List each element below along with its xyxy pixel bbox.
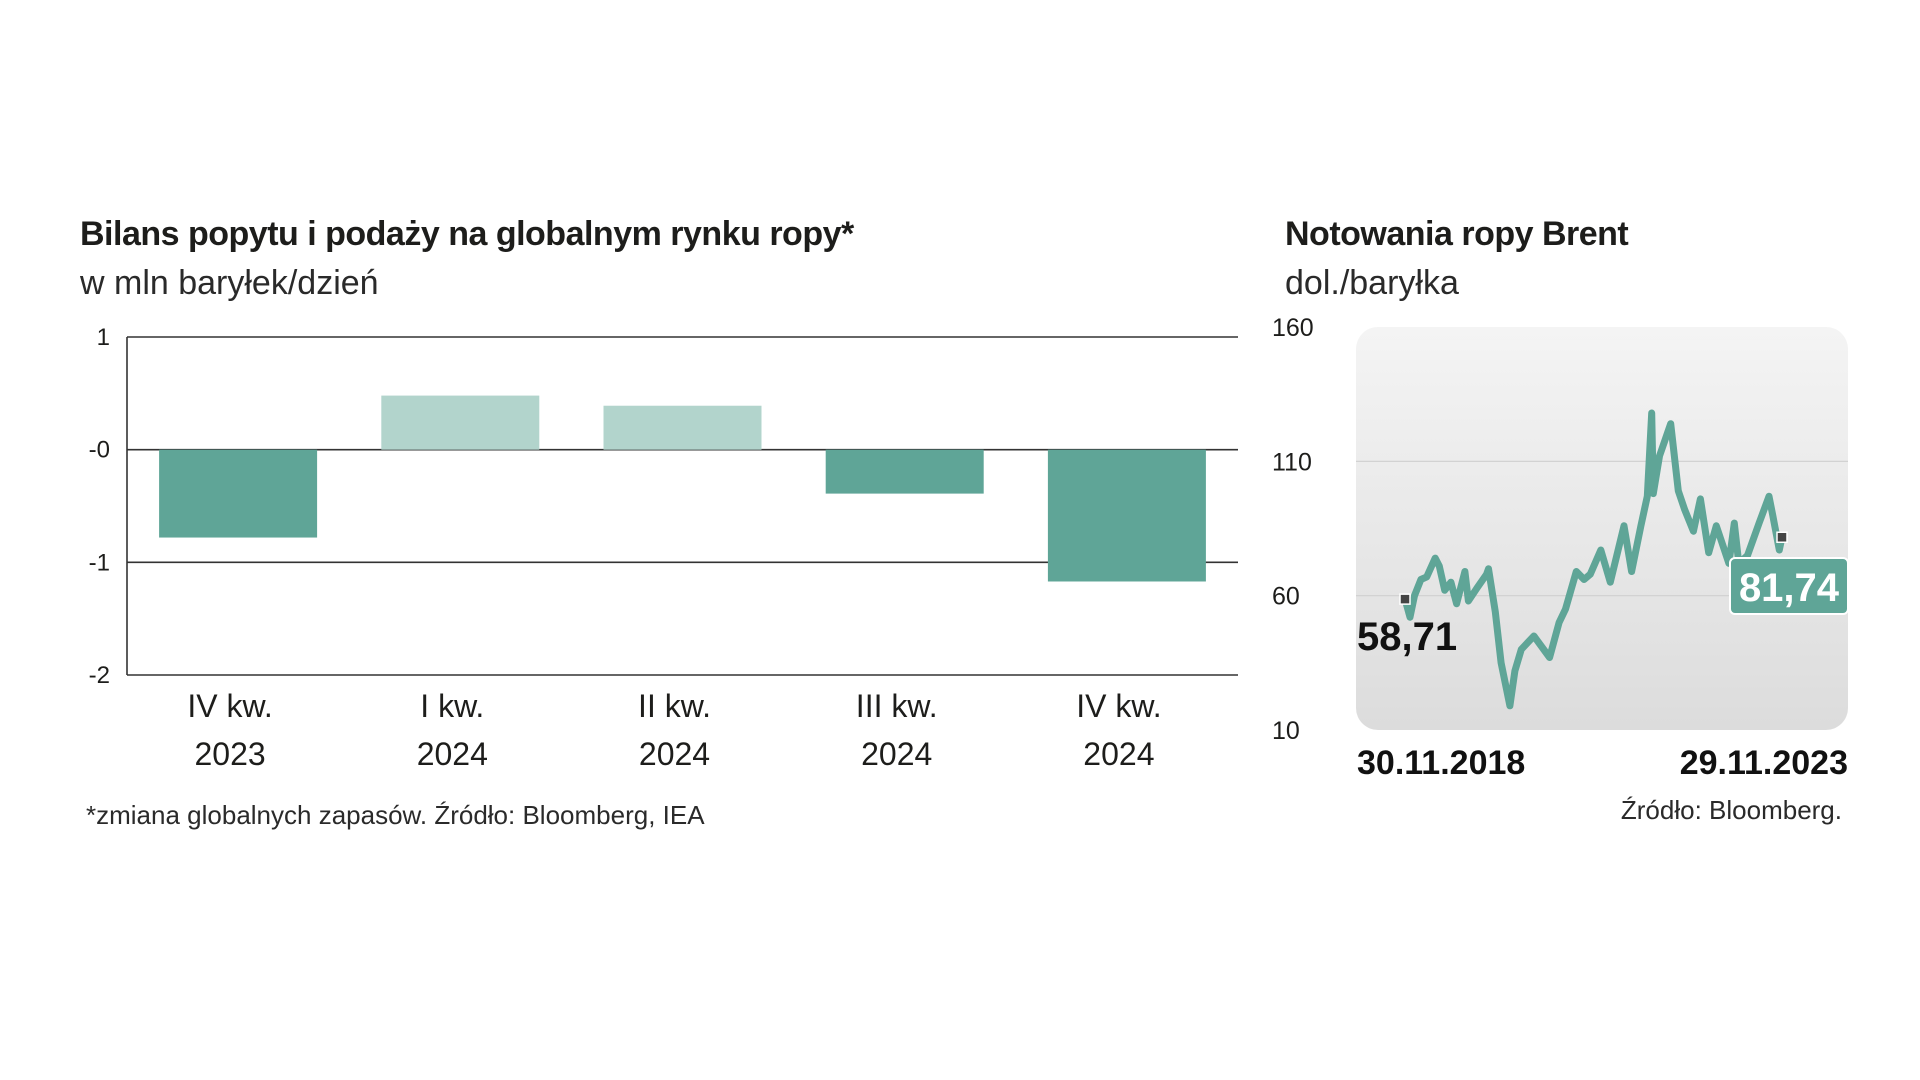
line-chart: 160 110 60 10 58,71 81,74 30.11.2018 29.11.2023 (1272, 314, 1849, 782)
x-tick-label-year: 2023 (195, 736, 266, 772)
x-tick-label-year: 2024 (861, 736, 932, 772)
y-tick-label: 110 (1272, 448, 1312, 476)
right-chart-title: Notowania ropy Brent (1285, 215, 1629, 253)
x-label-end: 29.11.2023 (1680, 744, 1848, 782)
left-chart-title: Bilans popytu i podaży na globalnym rynk… (80, 215, 854, 253)
y-tick-label: -0 (89, 437, 110, 464)
bar-chart: 1 -0 -1 -2 IV kw. 2023 I kw. 2024 II kw. 2024 III … (89, 324, 1238, 772)
y-tick-label: 160 (1272, 314, 1314, 342)
plot-background (1356, 327, 1848, 730)
x-tick-label-year: 2024 (417, 736, 488, 772)
start-value-label: 58,71 (1357, 615, 1457, 659)
right-chart-subtitle: dol./baryłka (1285, 264, 1459, 302)
bar (1047, 449, 1206, 582)
end-value-label: 81,74 (1739, 566, 1840, 610)
x-tick-label-year: 2024 (639, 736, 710, 772)
x-tick-label: II kw. (638, 688, 711, 724)
y-tick-label: 1 (97, 324, 110, 351)
series-line (1401, 409, 1786, 710)
x-tick-label-year: 2024 (1083, 736, 1154, 772)
left-chart-subtitle: w mln baryłek/dzień (80, 264, 379, 302)
right-chart-source: Źródło: Bloomberg. (1620, 795, 1842, 825)
y-tick-label: -1 (89, 549, 110, 576)
end-value-badge (1729, 557, 1849, 615)
x-tick-label: I kw. (420, 688, 484, 724)
y-tick-label: -2 (89, 662, 110, 689)
y-tick-label: 10 (1272, 717, 1300, 745)
end-point (1776, 531, 1788, 544)
start-point (1399, 593, 1411, 605)
x-tick-label: IV kw. (187, 688, 272, 724)
bar (603, 405, 762, 450)
x-label-start: 30.11.2018 (1357, 744, 1525, 782)
bar (825, 449, 984, 494)
y-tick-label: 60 (1272, 583, 1300, 611)
left-chart-note: *zmiana globalnych zapasów. Źródło: Bloo… (86, 800, 705, 830)
bar (381, 395, 540, 450)
x-tick-label: III kw. (856, 688, 938, 724)
bar (159, 449, 318, 538)
x-tick-label: IV kw. (1076, 688, 1161, 724)
